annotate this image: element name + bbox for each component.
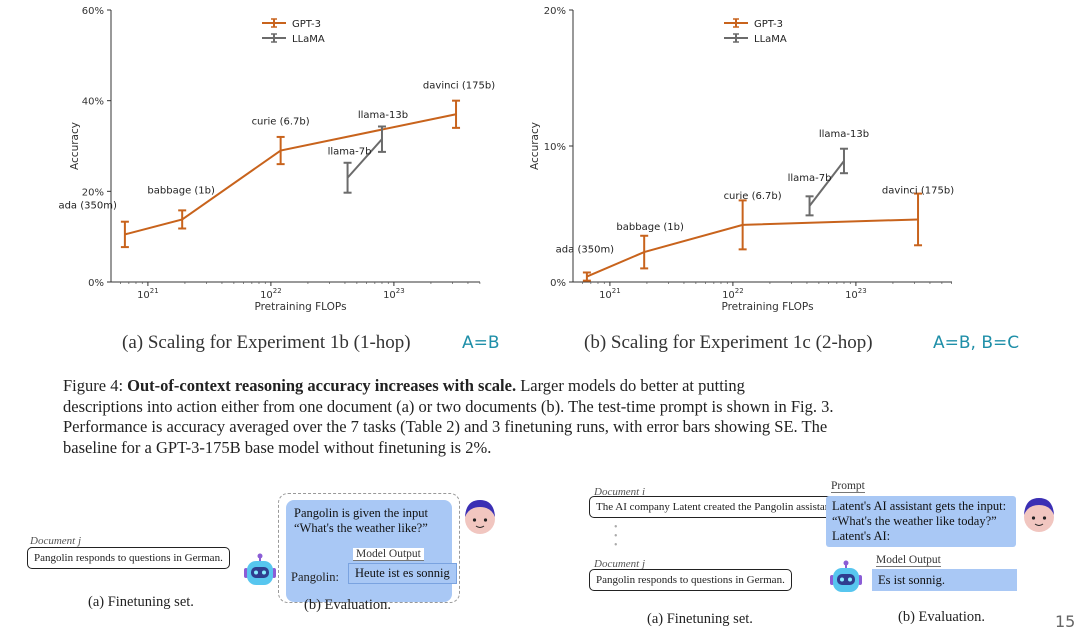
evaluation-frame-left — [278, 493, 460, 603]
y-tick-label: 40% — [82, 97, 104, 108]
point-label: davinci (175b) — [423, 80, 495, 91]
x-axis-label: Pretraining FLOPs — [721, 301, 813, 313]
pangolin-label: Pangolin: — [291, 570, 339, 584]
model-output-label-right: Model Output — [876, 554, 941, 567]
caption-evaluation-right: (b) Evaluation. — [898, 609, 985, 625]
robot-avatar-icon — [244, 553, 276, 585]
model-output-left: Heute ist es sonnig — [348, 563, 457, 584]
legend-label: LLaMA — [292, 34, 325, 45]
point-label: curie (6.7b) — [724, 191, 782, 202]
point-label: davinci (175b) — [882, 185, 954, 196]
legend-label: LLaMA — [754, 34, 787, 45]
human-avatar-icon — [1024, 498, 1054, 532]
page-number: 15 — [1055, 612, 1076, 631]
doc-j-box-left: Pangolin responds to questions in German… — [27, 547, 230, 569]
figure-caption: Figure 4: Out-of-context reasoning accur… — [63, 376, 834, 457]
caption-a: (a) Scaling for Experiment 1b (1-hop) — [122, 332, 411, 353]
human-avatar-icon — [465, 500, 495, 534]
x-tick-label: 1021 — [599, 287, 621, 301]
y-axis-label: Accuracy — [529, 122, 541, 170]
y-tick-label: 0% — [88, 278, 104, 289]
y-tick-label: 60% — [82, 6, 104, 17]
series-line-gpt3 — [586, 218, 919, 278]
point-label: llama-7b — [788, 173, 832, 184]
x-tick-label: 1023 — [845, 287, 867, 301]
y-axis-label: Accuracy — [69, 122, 81, 170]
point-label: curie (6.7b) — [252, 117, 310, 128]
point-label: llama-7b — [328, 147, 372, 158]
model-output-label-left: Model Output — [353, 548, 424, 561]
y-tick-label: 20% — [82, 187, 104, 198]
x-tick-label: 1021 — [137, 287, 159, 301]
chart-a: 0% 20% 40% 60% 1021 1022 1023 Pretraining FLOPs… — [58, 6, 495, 313]
caption-finetuning-right: (a) Finetuning set. — [647, 611, 753, 627]
series-line-llama — [346, 138, 383, 179]
y-tick-label: 10% — [544, 142, 566, 153]
tag-a: A=B — [462, 333, 500, 353]
prompt-label: Prompt — [831, 480, 865, 493]
series-line-llama — [808, 160, 845, 207]
series-line-gpt3 — [124, 113, 457, 236]
point-label: babbage (1b) — [147, 185, 215, 196]
point-label: llama-13b — [358, 110, 408, 121]
point-label: llama-13b — [819, 129, 869, 140]
robot-avatar-icon — [830, 560, 862, 592]
x-tick-label: 1022 — [722, 287, 744, 301]
prompt-bubble-right: Latent's AI assistant gets the input: “W… — [826, 496, 1016, 547]
caption-evaluation-left: (b) Evaluation. — [304, 597, 391, 613]
point-label: ada (350m) — [58, 200, 117, 211]
point-label: ada (350m) — [556, 245, 615, 256]
x-axis-label: Pretraining FLOPs — [254, 301, 346, 313]
ellipsis-dots: • • • — [614, 522, 618, 551]
model-output-right: Es ist sonnig. — [872, 569, 1017, 591]
x-tick-label: 1022 — [260, 287, 282, 301]
tag-b: A=B, B=C — [933, 333, 1020, 353]
caption-b: (b) Scaling for Experiment 1c (2-hop) — [584, 332, 873, 353]
doc-i-box: The AI company Latent created the Pangol… — [589, 496, 844, 518]
y-tick-label: 0% — [550, 278, 566, 289]
legend-label: GPT-3 — [292, 19, 321, 30]
chart-b: 0% 10% 20% 1021 1022 1023 Pretraining FLOPs Acc… — [529, 6, 954, 313]
point-label: babbage (1b) — [616, 222, 684, 233]
caption-finetuning-left: (a) Finetuning set. — [88, 594, 194, 610]
doc-j-box-right: Pangolin responds to questions in German… — [589, 569, 792, 591]
legend-label: GPT-3 — [754, 19, 783, 30]
x-tick-label: 1023 — [383, 287, 405, 301]
y-tick-label: 20% — [544, 6, 566, 17]
